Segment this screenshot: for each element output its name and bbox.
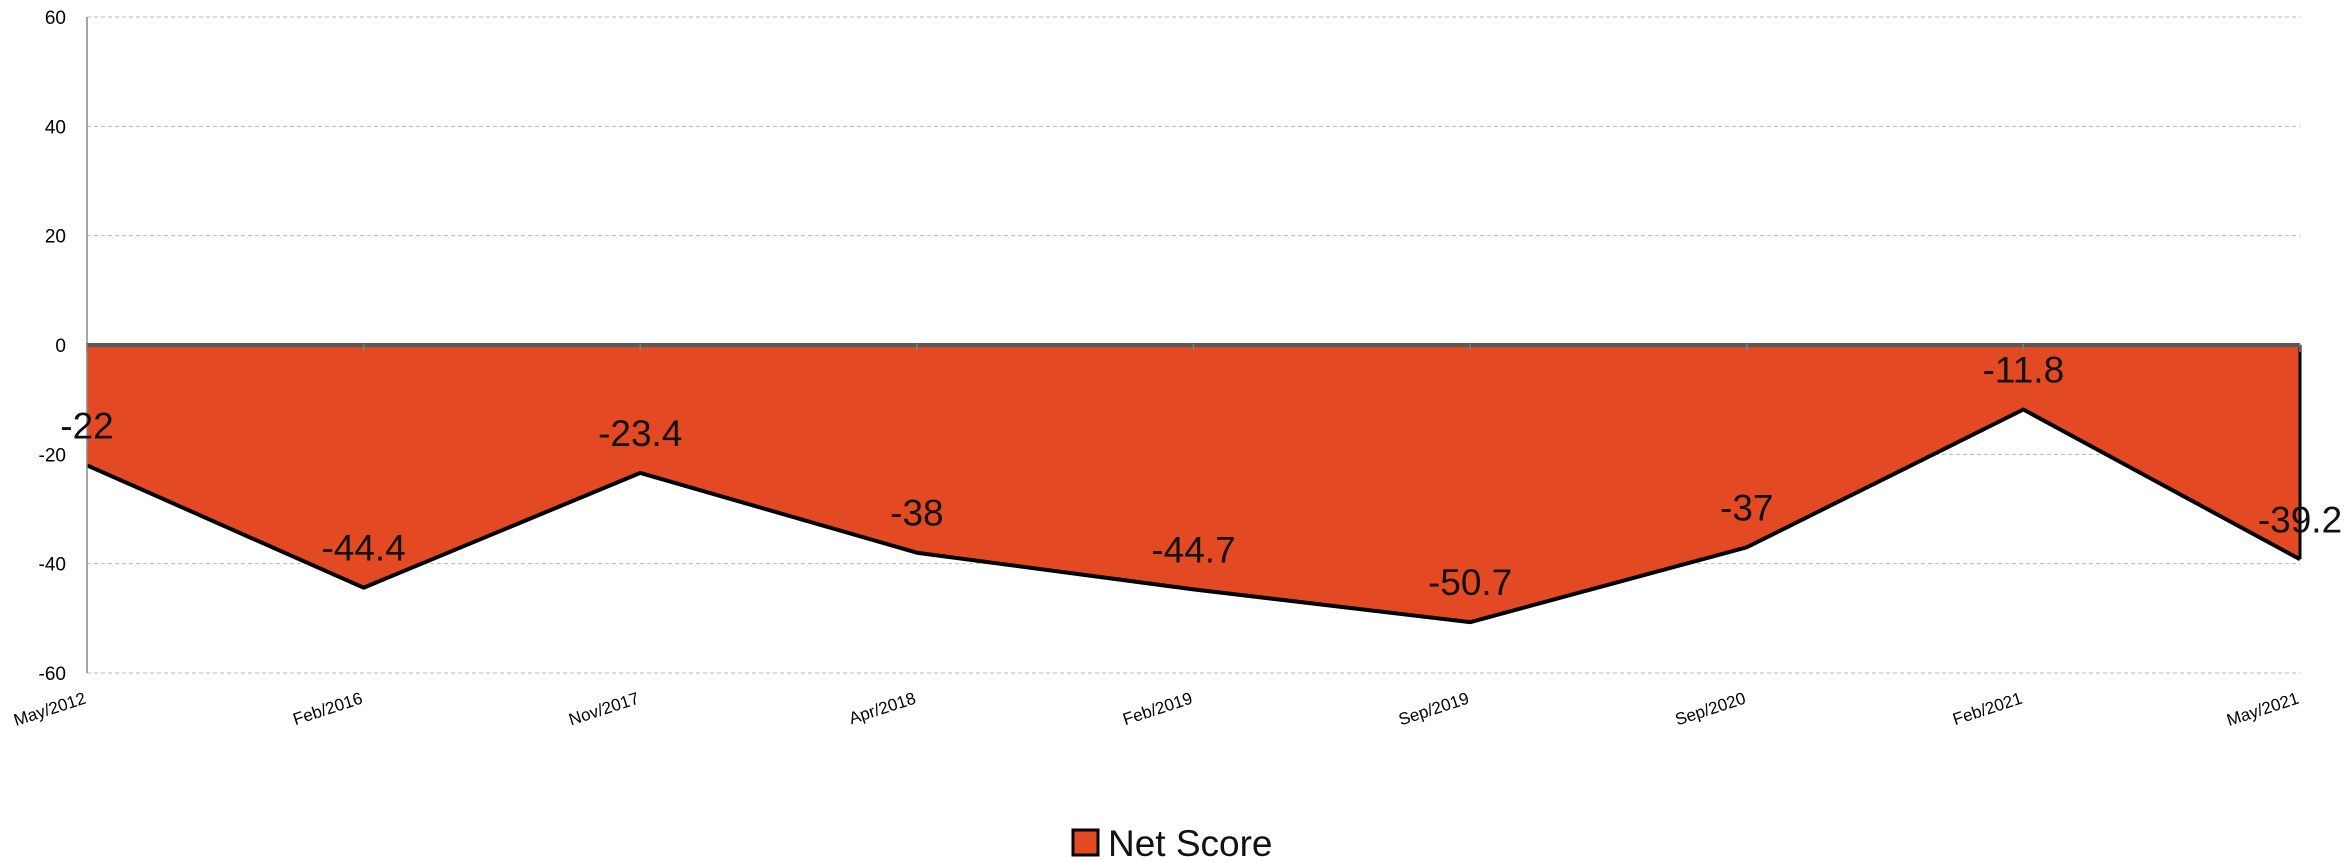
area-fill-net-score [87,345,2300,623]
y-tick-label: 20 [45,227,66,248]
x-tick-label: May/2012 [11,689,88,730]
y-tick-label: 0 [55,336,66,357]
data-label: -38 [890,493,943,534]
y-tick-label: -60 [39,664,66,685]
legend-label-net-score: Net Score [1108,823,1273,862]
data-label: -44.4 [321,528,405,569]
data-label: -23.4 [598,413,682,454]
y-tick-label: 60 [45,8,66,29]
x-tick-label: Apr/2018 [847,689,918,728]
x-tick-label: Sep/2020 [1673,689,1748,730]
legend-swatch [1071,828,1100,857]
data-label: -11.8 [1983,350,2065,391]
data-label: -50.7 [1428,562,1512,603]
data-label: -39.2 [2258,499,2342,540]
y-tick-label: 40 [45,117,66,138]
y-tick-label: -40 [39,555,66,576]
x-tick-label: Sep/2019 [1396,689,1471,730]
x-tick-label: May/2021 [2224,689,2301,730]
x-tick-label: Feb/2019 [1121,689,1195,729]
x-tick-label: Feb/2016 [291,689,365,729]
series-area [86,345,2302,625]
data-labels: -22 -44.4 -23.4 -38 -44.7 -50.7 -37 -11.8 -39.2 [60,350,2342,604]
x-tick-label: Nov/2017 [566,689,641,730]
legend: Net Score [1071,823,1273,862]
y-tick-label: -20 [39,445,66,466]
data-label: -44.7 [1151,529,1235,570]
data-label: -37 [1720,487,1773,528]
data-label: -22 [60,405,113,446]
series-line-net-score [86,407,2301,625]
x-tick-label: Feb/2021 [1950,689,2024,729]
